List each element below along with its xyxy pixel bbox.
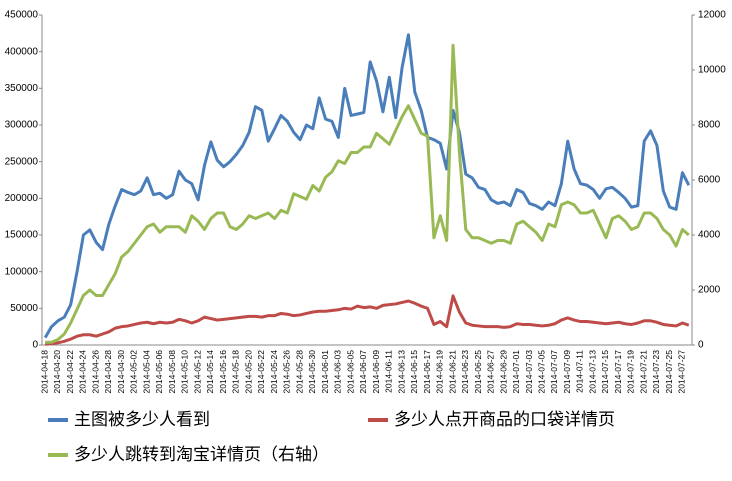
x-tick-label: 2014-06-29 (498, 350, 508, 394)
x-tick-label: 2014-07-21 (638, 350, 648, 394)
x-tick-label: 2014-07-03 (524, 350, 534, 394)
x-tick-label: 2014-07-27 (677, 350, 687, 394)
y2-tick-label: 10000 (698, 65, 726, 76)
x-tick-label: 2014-04-24 (78, 350, 88, 394)
x-tick-label: 2014-07-19 (626, 350, 636, 394)
y-tick-label: 200000 (5, 193, 39, 204)
x-tick-label: 2014-05-10 (180, 350, 190, 394)
x-tick-label: 2014-05-22 (256, 350, 266, 394)
y2-tick-label: 6000 (698, 175, 721, 186)
y-tick-label: 400000 (5, 46, 39, 57)
y-tick-label: 250000 (5, 156, 39, 167)
x-tick-label: 2014-05-20 (243, 350, 253, 394)
y-tick-label: 100000 (5, 266, 39, 277)
x-tick-label: 2014-07-15 (600, 350, 610, 394)
x-tick-label: 2014-05-04 (141, 350, 151, 394)
y2-tick-label: 4000 (698, 230, 721, 241)
x-tick-label: 2014-06-25 (473, 350, 483, 394)
x-tick-label: 2014-05-08 (167, 350, 177, 394)
x-tick-label: 2014-06-21 (447, 350, 457, 394)
x-tick-label: 2014-06-09 (371, 350, 381, 394)
y2-tick-label: 2000 (698, 285, 721, 296)
x-tick-label: 2014-05-28 (294, 350, 304, 394)
series-line (45, 294, 690, 346)
legend-label: 多少人跳转到淘宝详情页（右轴） (74, 445, 329, 465)
x-tick-label: 2014-06-15 (409, 350, 419, 394)
x-tick-label: 2014-05-14 (205, 350, 215, 394)
x-tick-label: 2014-07-01 (511, 350, 521, 394)
x-tick-label: 2014-06-23 (460, 350, 470, 394)
x-tick-label: 2014-05-16 (218, 350, 228, 394)
y-tick-label: 300000 (5, 120, 39, 131)
y-tick-label: 50000 (10, 303, 38, 314)
x-tick-label: 2014-07-23 (651, 350, 661, 394)
x-tick-label: 2014-07-25 (664, 350, 674, 394)
legend-label: 主图被多少人看到 (74, 410, 210, 430)
x-tick-label: 2014-07-07 (549, 350, 559, 394)
x-tick-label: 2014-06-01 (320, 350, 330, 394)
x-tick-label: 2014-06-19 (435, 350, 445, 394)
x-tick-label: 2014-05-06 (154, 350, 164, 394)
y-tick-label: 350000 (5, 83, 39, 94)
x-tick-label: 2014-04-18 (39, 350, 49, 394)
y2-tick-label: 8000 (698, 120, 721, 131)
y2-tick-label: 12000 (698, 10, 726, 21)
x-tick-label: 2014-04-26 (90, 350, 100, 394)
x-tick-label: 2014-07-13 (587, 350, 597, 394)
x-tick-label: 2014-06-07 (358, 350, 368, 394)
x-tick-label: 2014-06-05 (345, 350, 355, 394)
x-tick-label: 2014-07-05 (536, 350, 546, 394)
x-tick-label: 2014-07-09 (562, 350, 572, 394)
y-tick-label: 0 (32, 340, 38, 351)
x-tick-label: 2014-06-27 (486, 350, 496, 394)
series-line (43, 33, 691, 339)
x-tick-label: 2014-06-03 (333, 350, 343, 394)
x-tick-label: 2014-04-28 (103, 350, 113, 394)
x-tick-label: 2014-07-11 (575, 350, 585, 393)
y-tick-label: 150000 (5, 230, 39, 241)
x-tick-label: 2014-07-17 (613, 350, 623, 394)
x-tick-label: 2014-04-22 (65, 350, 75, 394)
x-tick-label: 2014-06-11 (384, 350, 394, 393)
y2-tick-label: 0 (698, 340, 704, 351)
x-tick-label: 2014-06-17 (422, 350, 432, 394)
x-tick-label: 2014-05-30 (307, 350, 317, 394)
legend-label: 多少人点开商品的口袋详情页 (394, 410, 615, 430)
x-tick-label: 2014-04-20 (52, 350, 62, 394)
y-tick-label: 450000 (5, 10, 39, 21)
x-tick-label: 2014-04-30 (116, 350, 126, 394)
x-tick-label: 2014-05-24 (269, 350, 279, 394)
x-tick-label: 2014-05-12 (192, 350, 202, 394)
x-tick-label: 2014-06-13 (396, 350, 406, 394)
x-tick-label: 2014-05-26 (282, 350, 292, 394)
x-tick-label: 2014-05-02 (129, 350, 139, 394)
series-line (45, 43, 690, 344)
x-tick-label: 2014-05-18 (231, 350, 241, 394)
